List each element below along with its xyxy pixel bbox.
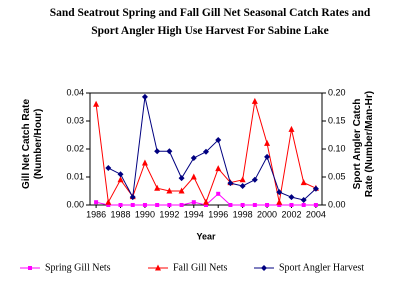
marker [94,200,99,205]
x-tick-label: 1986 [86,209,106,219]
marker [191,200,196,205]
marker [215,165,222,172]
y-tick-label: 0.01 [66,171,84,181]
marker [93,100,100,107]
x-tick-label: 1994 [184,209,204,219]
legend-label: Sport Angler Harvest [279,262,364,273]
marker [178,175,185,182]
marker [155,264,161,271]
marker [261,265,267,271]
x-tick-label: 1996 [208,209,228,219]
y2-tick-label: 0.10 [328,143,346,153]
marker [166,148,173,155]
marker [130,203,135,207]
marker [154,148,161,155]
marker [178,187,185,194]
marker [142,203,147,207]
marker [216,191,221,196]
legend-label: Spring Gill Nets [45,262,111,273]
marker [300,196,307,203]
marker [264,139,271,146]
marker [117,171,124,178]
marker [28,266,32,270]
marker [155,203,160,207]
marker [215,137,222,144]
marker [251,97,258,104]
marker [203,148,209,155]
marker [179,203,184,207]
marker [105,165,112,172]
marker [239,176,246,183]
marker [312,185,319,192]
marker [204,203,208,207]
y2-tick-label: 0.00 [328,199,346,209]
marker [118,203,123,207]
marker [288,125,295,132]
x-tick-label: 2002 [281,209,301,219]
marker [289,203,294,207]
marker [251,176,258,183]
marker [129,194,136,201]
legend-label: Fall Gill Nets [173,262,228,273]
marker [203,198,209,205]
marker [239,182,246,189]
marker [190,154,197,161]
marker [141,159,148,166]
marker [276,198,283,205]
marker [252,203,257,207]
marker [105,198,112,205]
x-tick-label: 2004 [306,209,326,219]
marker [141,93,148,100]
marker [228,203,233,207]
marker [154,184,161,191]
marker [117,176,124,183]
chart-title: Sand Seatrout Spring and Fall Gill Net S… [49,7,371,37]
x-tick-label: 1990 [135,209,155,219]
marker [276,189,283,196]
y-tick-label: 0.00 [66,199,84,209]
y-tick-label: 0.04 [66,87,84,97]
marker [106,203,111,207]
y-tick-label: 0.03 [66,115,84,125]
marker [264,153,271,160]
x-tick-label: 1992 [159,209,179,219]
marker [288,194,295,201]
x-tick-label: 2000 [257,209,277,219]
marker [301,203,306,207]
marker [300,179,307,186]
x-tick-label: 1988 [111,209,131,219]
marker [190,173,197,180]
y2-tick-label: 0.15 [328,115,346,125]
y2-tick-label: 0.20 [328,87,346,97]
x-tick-label: 1998 [233,209,253,219]
marker [277,203,282,207]
y2-tick-label: 0.05 [328,171,346,181]
marker [265,203,270,207]
marker [240,203,245,207]
marker [166,187,173,194]
marker [227,180,234,187]
marker [313,203,318,207]
x-axis-title: Year [196,231,216,241]
y-tick-label: 0.02 [66,143,84,153]
marker [167,203,172,207]
